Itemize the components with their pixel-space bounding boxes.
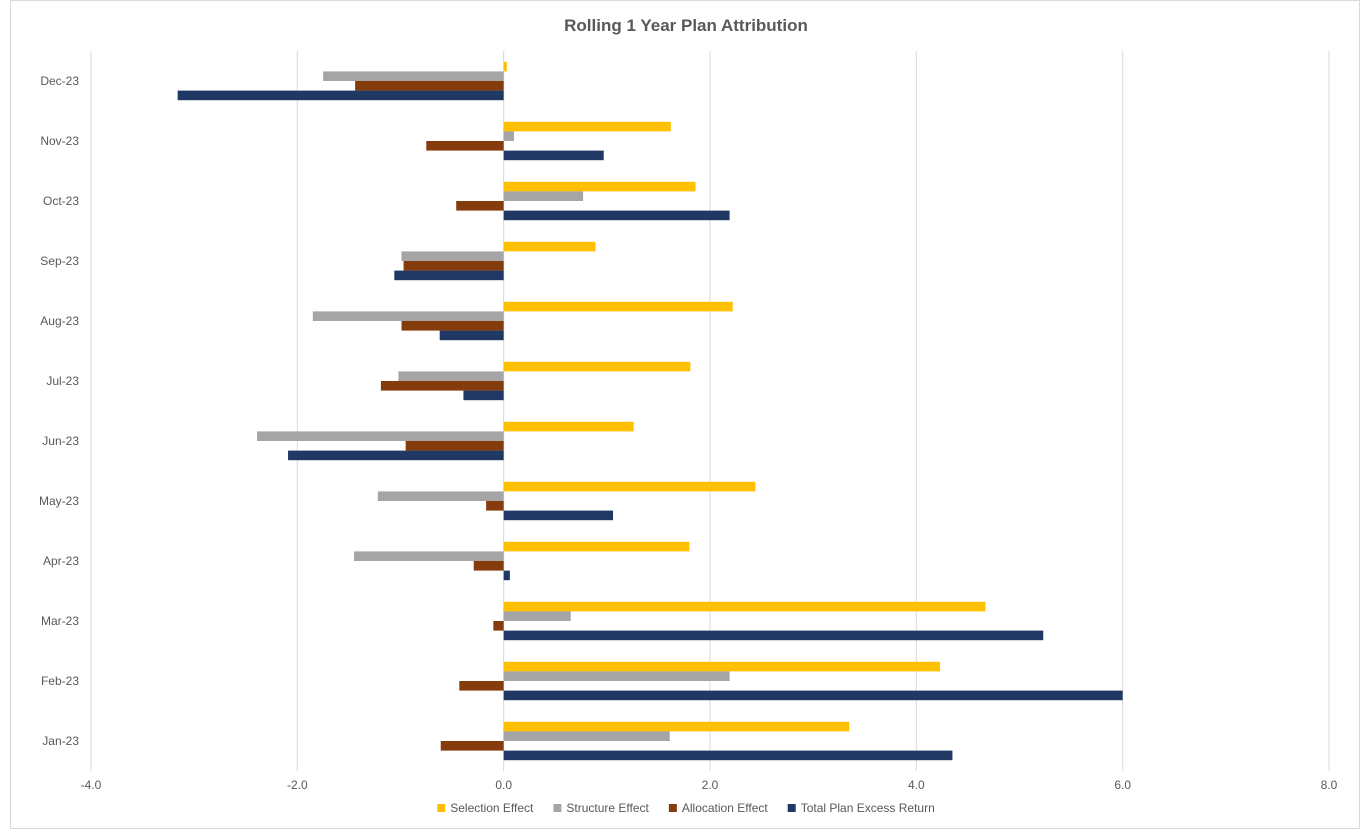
bar-total-plan-excess-return <box>439 330 504 341</box>
x-tick-label: -2.0 <box>287 778 308 792</box>
y-category-label: Nov-23 <box>40 134 79 148</box>
bar-chart: Rolling 1 Year Plan Attribution -4.0 -2.0… <box>39 16 1338 815</box>
bar-allocation-effect <box>380 381 504 391</box>
bar-selection-effect <box>503 541 690 552</box>
bar-total-plan-excess-return <box>503 150 604 161</box>
y-category-label: Sep-23 <box>40 254 79 268</box>
y-category-label: Feb-23 <box>41 674 79 688</box>
y-category-label: Mar-23 <box>41 614 79 628</box>
bar-allocation-effect <box>486 501 504 511</box>
bar-structure-effect <box>503 131 514 141</box>
legend-label: Selection Effect <box>450 801 534 815</box>
bar-total-plan-excess-return <box>394 270 504 281</box>
bar-allocation-effect <box>403 261 504 271</box>
y-category-label: Dec-23 <box>40 74 79 88</box>
bar-structure-effect <box>503 671 730 681</box>
bar-structure-effect <box>503 611 571 621</box>
bar-selection-effect <box>503 661 941 672</box>
legend-swatch <box>787 804 796 812</box>
bar-selection-effect <box>503 241 596 252</box>
bar-selection-effect <box>503 121 671 132</box>
y-category-label: Jul-23 <box>46 374 79 388</box>
legend-label: Total Plan Excess Return <box>801 801 935 815</box>
bar-total-plan-excess-return <box>503 510 614 521</box>
bar-structure-effect <box>257 431 504 441</box>
bar-total-plan-excess-return <box>463 390 504 401</box>
x-tick-label: -4.0 <box>81 778 102 792</box>
bar-total-plan-excess-return <box>503 630 1044 641</box>
bar-structure-effect <box>401 251 504 261</box>
legend-label: Structure Effect <box>566 801 649 815</box>
legend-swatch <box>668 804 677 812</box>
bar-allocation-effect <box>426 141 504 151</box>
bar-selection-effect <box>503 421 634 432</box>
bar-structure-effect <box>398 371 504 381</box>
bar-allocation-effect <box>355 81 504 91</box>
bar-total-plan-excess-return <box>503 750 953 761</box>
bar-structure-effect <box>503 731 670 741</box>
x-axis-ticks: -4.0 -2.0 0.0 2.0 4.0 6.0 8.0 <box>81 778 1338 792</box>
x-tick-label: 6.0 <box>1114 778 1131 792</box>
gridlines <box>90 51 1330 771</box>
bar-structure-effect <box>503 191 584 201</box>
bar-allocation-effect <box>401 321 504 331</box>
legend: Selection Effect Structure Effect Allocati… <box>437 801 935 815</box>
bar-allocation-effect <box>459 681 504 691</box>
legend-label: Allocation Effect <box>682 801 768 815</box>
bar-allocation-effect <box>405 441 504 451</box>
bar-structure-effect <box>377 491 504 501</box>
x-tick-label: 4.0 <box>908 778 925 792</box>
bar-allocation-effect <box>440 741 504 751</box>
y-category-label: Aug-23 <box>40 314 79 328</box>
bars <box>177 61 1123 761</box>
y-category-label: Jan-23 <box>42 734 79 748</box>
legend-swatch <box>437 804 446 812</box>
y-category-label: Jun-23 <box>42 434 79 448</box>
bar-selection-effect <box>503 181 696 192</box>
bar-selection-effect <box>503 361 691 372</box>
bar-total-plan-excess-return <box>503 690 1123 701</box>
bar-structure-effect <box>312 311 504 321</box>
legend-swatch <box>553 804 562 812</box>
bar-total-plan-excess-return <box>288 450 504 461</box>
bar-total-plan-excess-return <box>177 90 504 101</box>
x-tick-label: 2.0 <box>702 778 719 792</box>
chart-frame: Rolling 1 Year Plan Attribution -4.0 -2.0… <box>10 0 1360 829</box>
bar-selection-effect <box>503 601 986 612</box>
chart-title: Rolling 1 Year Plan Attribution <box>564 16 808 35</box>
bar-total-plan-excess-return <box>503 210 730 221</box>
bar-selection-effect <box>503 61 507 72</box>
bar-structure-effect <box>323 71 504 81</box>
x-tick-label: 0.0 <box>495 778 512 792</box>
y-category-label: May-23 <box>39 494 79 508</box>
bar-allocation-effect <box>493 621 504 631</box>
x-tick-label: 8.0 <box>1321 778 1338 792</box>
bar-structure-effect <box>354 551 504 561</box>
bar-selection-effect <box>503 301 733 312</box>
bar-selection-effect <box>503 481 756 492</box>
bar-selection-effect <box>503 721 850 732</box>
y-category-label: Apr-23 <box>43 554 79 568</box>
bar-allocation-effect <box>456 201 504 211</box>
bar-total-plan-excess-return <box>503 570 510 581</box>
y-axis-categories: Dec-23 Nov-23 Oct-23 Sep-23 Aug-23 Jul-23 Jun-… <box>39 74 79 748</box>
bar-allocation-effect <box>473 561 504 571</box>
y-category-label: Oct-23 <box>43 194 79 208</box>
